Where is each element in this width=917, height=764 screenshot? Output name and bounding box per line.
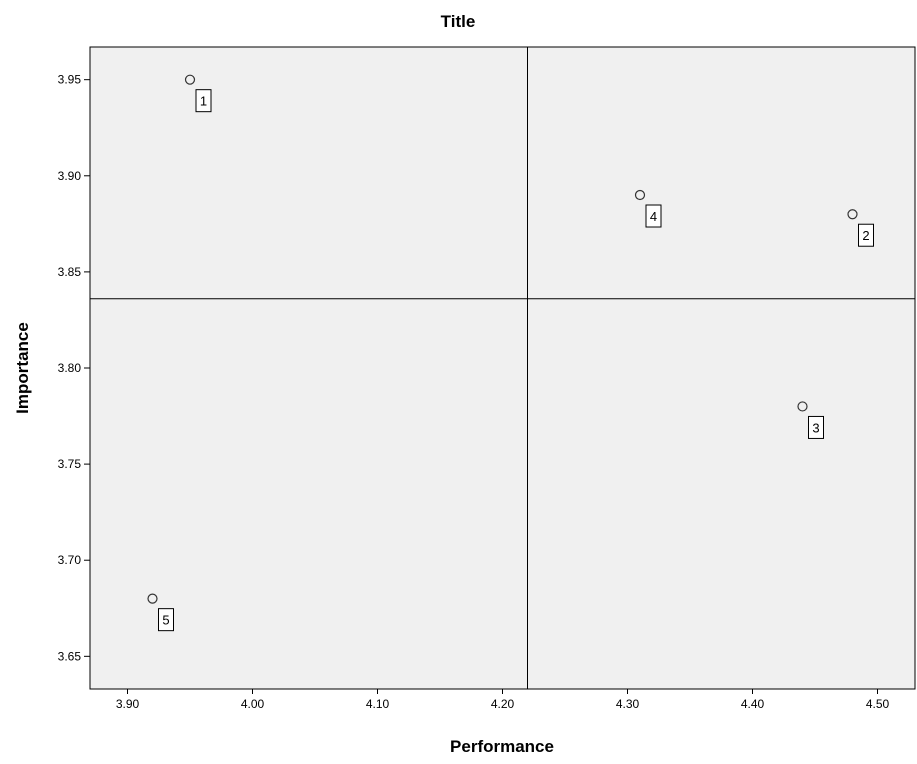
data-label: 4 xyxy=(650,209,657,224)
y-tick-label: 3.85 xyxy=(58,265,82,279)
data-point: 1 xyxy=(184,74,212,113)
data-point: 3 xyxy=(797,401,824,439)
data-label-box xyxy=(195,89,212,113)
x-tick-label: 4.30 xyxy=(616,697,640,711)
y-axis-title: Importance xyxy=(13,322,32,414)
data-point-marker xyxy=(797,401,808,412)
data-label: 3 xyxy=(812,420,819,435)
y-tick-label: 3.95 xyxy=(58,73,82,87)
x-axis-title: Performance xyxy=(450,737,554,756)
y-tick-label: 3.80 xyxy=(58,361,82,375)
x-tick-label: 4.20 xyxy=(491,697,515,711)
data-point-marker xyxy=(184,74,196,85)
data-point-marker xyxy=(847,209,858,220)
x-tick-label: 4.50 xyxy=(866,697,890,711)
data-points: 1 2 3 4 5 xyxy=(147,74,874,632)
data-point: 4 xyxy=(634,189,662,228)
y-tick-label: 3.90 xyxy=(58,169,82,183)
y-tick-label: 3.65 xyxy=(58,649,82,663)
x-tick-label: 4.10 xyxy=(366,697,390,711)
data-label: 1 xyxy=(200,94,207,109)
data-label: 5 xyxy=(162,613,169,628)
data-point-marker xyxy=(634,189,646,201)
data-label-box xyxy=(158,608,174,632)
data-label: 2 xyxy=(862,228,869,243)
data-label-box xyxy=(808,415,824,439)
data-point-marker xyxy=(147,593,158,604)
y-tick-label: 3.70 xyxy=(58,553,82,567)
reference-lines xyxy=(90,47,915,689)
data-point: 2 xyxy=(847,209,874,247)
x-tick-label: 4.00 xyxy=(241,697,265,711)
x-tick-label: 4.40 xyxy=(741,697,765,711)
plot-area xyxy=(89,46,916,690)
y-axis: 3.65 3.70 3.75 3.80 3.85 3.90 3.95 xyxy=(58,73,90,663)
data-label-box xyxy=(645,204,662,228)
x-tick-label: 3.90 xyxy=(116,697,140,711)
data-point: 5 xyxy=(147,593,174,632)
y-tick-label: 3.75 xyxy=(58,457,82,471)
chart-title: Title xyxy=(441,12,476,31)
data-label-box xyxy=(858,223,874,247)
x-axis: 3.90 4.00 4.10 4.20 4.30 4.40 4.50 xyxy=(116,689,890,711)
